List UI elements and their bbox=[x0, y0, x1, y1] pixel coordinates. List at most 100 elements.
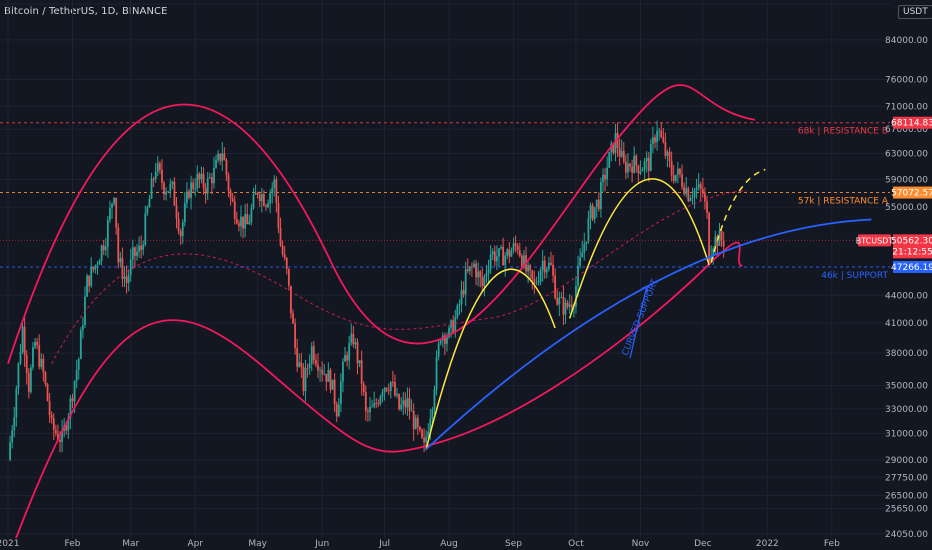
candle-body bbox=[387, 390, 390, 392]
price-tick-label: 25650.00 bbox=[885, 504, 928, 514]
candle-body bbox=[367, 410, 369, 413]
candle-body bbox=[225, 159, 228, 176]
candle-body bbox=[13, 417, 16, 431]
candle-body bbox=[462, 290, 465, 295]
candle-body bbox=[156, 163, 159, 172]
candle-body bbox=[194, 188, 197, 190]
candle-body bbox=[59, 440, 61, 442]
candle-body bbox=[323, 373, 326, 375]
candle-body bbox=[38, 345, 41, 367]
candle-body bbox=[652, 137, 654, 145]
candle-body bbox=[360, 360, 363, 384]
countdown-tag: 21:12:55 bbox=[892, 247, 932, 257]
candle-body bbox=[146, 207, 149, 214]
candle-body bbox=[689, 198, 692, 201]
candle-body bbox=[658, 130, 661, 132]
candle-body bbox=[414, 417, 417, 430]
arrow-head-icon bbox=[641, 285, 649, 293]
candle-body bbox=[213, 167, 215, 184]
candle-body bbox=[600, 181, 602, 210]
candle-body bbox=[352, 333, 355, 345]
candle-body bbox=[142, 244, 145, 250]
candle-body bbox=[269, 193, 272, 204]
candle-body bbox=[123, 276, 126, 279]
chart-title: Bitcoin / TetherUS, 1D, BINANCE bbox=[4, 6, 168, 17]
candle-body bbox=[641, 169, 644, 172]
candle-body bbox=[46, 384, 49, 401]
candle-body bbox=[292, 313, 294, 324]
candle-body bbox=[317, 364, 319, 371]
candle-body bbox=[246, 213, 249, 225]
price-tick-label: 38000.00 bbox=[885, 349, 928, 359]
candle-body bbox=[543, 260, 546, 273]
candle-body bbox=[140, 245, 143, 250]
price-tick-label: 31000.00 bbox=[885, 430, 928, 440]
candle-body bbox=[229, 190, 232, 199]
level-price-tag-bg bbox=[893, 186, 932, 199]
candle-body bbox=[456, 305, 459, 318]
candle-body bbox=[9, 442, 11, 460]
time-tick-label: May bbox=[248, 539, 267, 549]
candle-body bbox=[541, 260, 544, 271]
candle-body bbox=[196, 173, 199, 189]
candle-body bbox=[396, 394, 398, 396]
candle-body bbox=[121, 258, 124, 279]
candle-body bbox=[271, 187, 274, 194]
time-tick-label: 2022 bbox=[756, 539, 779, 549]
candle-body bbox=[637, 165, 640, 174]
candle-body bbox=[158, 163, 161, 170]
candle-body bbox=[36, 341, 39, 346]
price-tick-label: 35000.00 bbox=[885, 382, 928, 392]
candle-body bbox=[244, 213, 247, 229]
time-tick-label: Nov bbox=[632, 539, 650, 549]
candle-body bbox=[254, 192, 257, 195]
price-tick-label: 71000.00 bbox=[885, 102, 928, 112]
candle-body bbox=[693, 190, 696, 198]
level-label: 68k | RESISTANCE B bbox=[798, 127, 888, 137]
candle-body bbox=[258, 194, 261, 202]
candle-body bbox=[277, 203, 280, 228]
price-tick-label: 84000.00 bbox=[885, 36, 928, 46]
candle-body bbox=[602, 174, 604, 182]
candle-body bbox=[404, 400, 407, 408]
candle-body bbox=[319, 369, 321, 371]
candle-body bbox=[691, 197, 694, 199]
candle-body bbox=[647, 157, 650, 171]
candle-body bbox=[681, 174, 683, 187]
candle-body bbox=[672, 175, 675, 181]
candle-body bbox=[635, 155, 638, 166]
candle-body bbox=[111, 203, 113, 209]
symbol-tag-bg bbox=[858, 234, 891, 247]
horizontal-levels: 68k | RESISTANCE B 57k | RESISTANCE A 46k … bbox=[0, 122, 890, 281]
price-axis[interactable]: 84000.00 76000.00 71000.00 67000.00 63000.00… bbox=[885, 36, 928, 540]
candle-body bbox=[109, 208, 111, 220]
candle-body bbox=[333, 379, 336, 405]
candle-body bbox=[202, 173, 205, 188]
candle-body bbox=[339, 381, 342, 404]
candle-body bbox=[298, 362, 301, 367]
candle-body bbox=[604, 174, 606, 180]
candle-body bbox=[161, 169, 163, 183]
candle-body bbox=[495, 256, 498, 262]
curved-support-line bbox=[425, 218, 872, 450]
candle-body bbox=[71, 398, 74, 402]
candle-body bbox=[256, 192, 259, 195]
candle-body bbox=[21, 326, 24, 352]
candle-body bbox=[570, 304, 573, 308]
candle-body bbox=[670, 161, 673, 176]
candle-body bbox=[250, 208, 253, 222]
candle-body bbox=[597, 199, 600, 210]
candle-body bbox=[19, 351, 22, 364]
candle-body bbox=[385, 387, 388, 391]
candle-body bbox=[708, 212, 710, 262]
candle-body bbox=[720, 230, 723, 241]
candle-body bbox=[704, 193, 706, 202]
time-axis[interactable]: 2021 Feb Mar Apr May Jun Jul Aug Sep Oct Nov Dec 202… bbox=[0, 538, 932, 550]
candle-body bbox=[175, 205, 178, 219]
candle-body bbox=[312, 346, 315, 361]
candle-body bbox=[487, 268, 490, 274]
price-tick-label: 63000.00 bbox=[885, 150, 928, 160]
last-price-tag-bg bbox=[893, 234, 932, 259]
candle-body bbox=[65, 425, 68, 431]
